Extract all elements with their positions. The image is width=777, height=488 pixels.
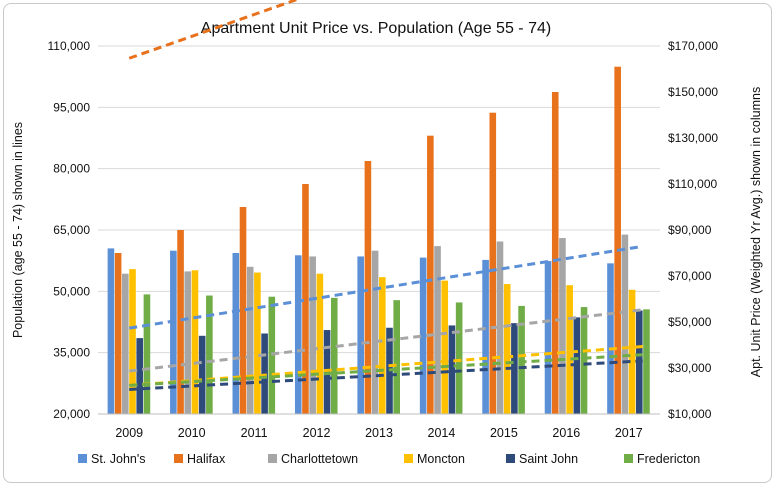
right-tick-label: $150,000	[668, 85, 718, 99]
bar	[511, 323, 518, 414]
legend-label: Fredericton	[637, 452, 700, 466]
bar	[136, 338, 144, 414]
left-tick-label: 35,000	[53, 346, 90, 360]
bar	[357, 256, 364, 414]
bar	[302, 184, 309, 414]
bar	[184, 271, 192, 414]
bar	[393, 300, 400, 414]
bar	[114, 253, 122, 414]
bar	[379, 277, 386, 414]
legend-swatch	[624, 454, 633, 463]
bar	[482, 259, 489, 414]
bar	[191, 270, 199, 414]
left-tick-label: 65,000	[53, 223, 90, 237]
x-tick-label: 2015	[490, 426, 518, 440]
bar	[643, 309, 650, 414]
bar	[518, 305, 525, 414]
bar	[316, 273, 324, 414]
legend-label: Charlottetown	[281, 452, 358, 466]
legend-label: Saint John	[519, 452, 578, 466]
x-tick-label: 2013	[365, 426, 393, 440]
bar	[206, 295, 213, 414]
x-tick-label: 2012	[303, 426, 331, 440]
bar	[254, 272, 261, 414]
right-tick-label: $110,000	[668, 177, 717, 191]
bar	[309, 256, 316, 414]
bar	[371, 250, 379, 414]
legend-swatch	[78, 454, 87, 463]
bar	[628, 289, 636, 414]
legend-label: St. John's	[91, 452, 146, 466]
bar	[323, 330, 331, 414]
left-tick-label: 20,000	[53, 407, 90, 421]
bar	[614, 66, 621, 414]
bar	[607, 263, 614, 414]
legend-swatch	[404, 454, 413, 463]
bar	[551, 92, 559, 414]
bar	[177, 230, 184, 414]
x-tick-label: 2011	[241, 426, 268, 440]
bar	[232, 253, 240, 414]
x-tick-label: 2016	[552, 426, 580, 440]
trend-line	[129, 308, 643, 373]
right-tick-label: $170,000	[668, 39, 718, 53]
legend-swatch	[506, 454, 515, 463]
bar	[129, 269, 136, 414]
right-tick-label: $30,000	[668, 361, 712, 375]
left-tick-label: 95,000	[53, 100, 90, 114]
bar	[239, 207, 247, 414]
bar	[496, 241, 504, 414]
x-tick-label: 2017	[615, 426, 643, 440]
x-tick-label: 2010	[178, 426, 206, 440]
bar	[294, 255, 302, 414]
legend-label: Halifax	[187, 452, 226, 466]
bar	[503, 284, 511, 414]
bar	[448, 325, 456, 414]
bar	[170, 250, 177, 414]
right-tick-label: $10,000	[668, 407, 712, 421]
bar	[427, 135, 434, 414]
left-tick-label: 50,000	[53, 284, 90, 298]
bar	[364, 161, 372, 414]
left-tick-label: 110,000	[48, 39, 91, 53]
bar	[559, 238, 566, 414]
right-axis-label: Apt. Unit Price (Weighted Yr Avg.) shown…	[749, 87, 763, 377]
chart-title: Apartment Unit Price vs. Population (Age…	[201, 20, 551, 37]
bar	[122, 273, 129, 414]
bar	[455, 302, 463, 414]
bar	[330, 297, 338, 414]
chart-frame	[3, 3, 772, 483]
bar	[246, 266, 254, 414]
bar	[198, 335, 206, 414]
trend-line	[128, 244, 644, 330]
bar	[143, 294, 151, 414]
bar	[621, 234, 629, 414]
legend-swatch	[174, 454, 183, 463]
bar	[419, 257, 427, 414]
bar	[489, 112, 497, 414]
trend-line	[129, 353, 643, 387]
left-tick-label: 80,000	[53, 162, 90, 176]
bar	[107, 248, 115, 414]
right-tick-label: $70,000	[668, 269, 712, 283]
bar	[580, 307, 588, 414]
x-tick-label: 2014	[428, 426, 456, 440]
right-tick-label: $90,000	[668, 223, 712, 237]
legend-label: Moncton	[417, 452, 465, 466]
right-tick-label: $50,000	[668, 315, 712, 329]
left-axis-label: Population (age 55 - 74) shown in lines	[11, 122, 25, 338]
x-tick-label: 2009	[115, 426, 143, 440]
bar	[441, 280, 449, 414]
legend-swatch	[268, 454, 277, 463]
bar	[434, 246, 441, 414]
trend-line	[129, 359, 643, 391]
bar	[544, 261, 552, 414]
bar	[566, 285, 573, 414]
right-tick-label: $130,000	[668, 131, 718, 145]
